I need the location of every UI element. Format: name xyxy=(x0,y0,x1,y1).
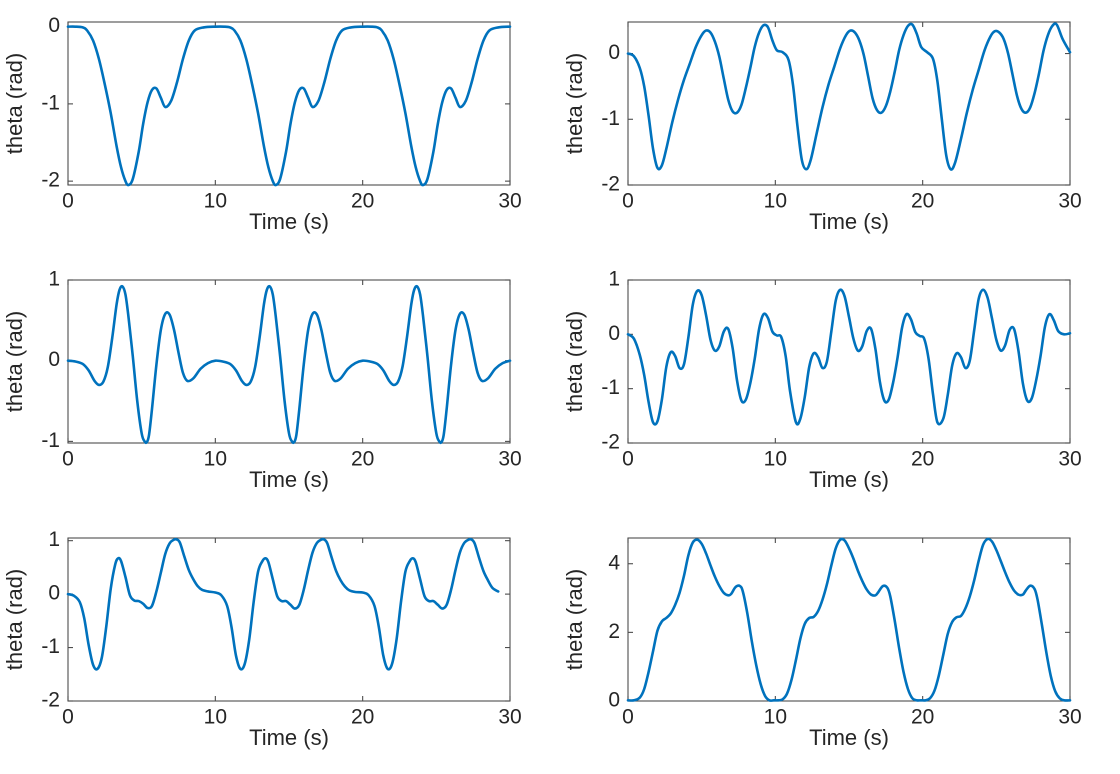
panel-2-xticklabel: 20 xyxy=(911,189,934,212)
panel-2-yticklabel: 0 xyxy=(608,41,620,64)
panel-2-ylabel: theta (rad) xyxy=(562,53,587,155)
panel-1-xlabel: Time (s) xyxy=(249,209,329,234)
panel-2-xlabel: Time (s) xyxy=(809,209,889,234)
panel-6-ylabel: theta (rad) xyxy=(562,569,587,671)
panel-middle-right: 0 10 20 30 1 0 -1 -2 Time (s) theta (rad) xyxy=(560,258,1120,516)
panel-4-series-theta xyxy=(626,288,1072,426)
panel-2-xticklabel: 30 xyxy=(1058,189,1081,212)
panel-2-plot-box xyxy=(627,21,1071,186)
panel-6-xticklabel: 0 xyxy=(622,705,634,728)
panel-2-yticklabel: -2 xyxy=(601,173,620,196)
panel-1-plot-box xyxy=(67,21,511,186)
panel-6-xticklabel: 10 xyxy=(764,705,787,728)
panel-5-yticklabel: -1 xyxy=(41,635,60,658)
panel-1-yticklabel: -1 xyxy=(41,91,60,114)
panel-1-xticklabel: 30 xyxy=(498,189,521,212)
panel-5-xticklabel: 10 xyxy=(204,705,227,728)
panel-6-yticklabel: 4 xyxy=(608,551,620,574)
panel-4-yticklabel: 1 xyxy=(608,268,620,291)
panel-3-ylabel: theta (rad) xyxy=(2,311,27,413)
panel-3-xticklabel: 20 xyxy=(351,447,374,470)
panel-3-series-theta xyxy=(66,284,512,445)
panel-6-xticklabel: 20 xyxy=(911,705,934,728)
panel-bottom-left: 0 10 20 30 1 0 -1 -2 Time (s) theta (rad) xyxy=(0,516,560,774)
panel-4-yticklabel: -1 xyxy=(601,376,620,399)
panel-5-yticklabel: -2 xyxy=(41,689,60,712)
panel-1-xticklabel: 20 xyxy=(351,189,374,212)
panel-6-xlabel: Time (s) xyxy=(809,725,889,750)
panel-3-xticklabel: 30 xyxy=(498,447,521,470)
panel-3-xticklabel: 0 xyxy=(62,447,74,470)
panel-bottom-right: 0 10 20 30 4 2 0 Time (s) theta (rad) xyxy=(560,516,1120,774)
panel-5-xticklabel: 20 xyxy=(351,705,374,728)
panel-4-plot-box xyxy=(627,279,1071,444)
panel-2-svg: 0 10 20 30 0 -1 -2 Time (s) theta (rad) xyxy=(562,21,1082,234)
panel-4-xticklabel: 10 xyxy=(764,447,787,470)
panel-5-series-theta xyxy=(66,537,500,671)
panel-3-xticklabel: 10 xyxy=(204,447,227,470)
panel-5-yticklabel: 1 xyxy=(48,528,60,551)
panel-5-yticklabel: 0 xyxy=(48,582,60,605)
panel-1-series-theta xyxy=(66,25,512,187)
panel-2-xticklabel: 0 xyxy=(622,189,634,212)
panel-2-series-theta xyxy=(626,22,1072,171)
panel-5-xticklabel: 0 xyxy=(62,705,74,728)
panel-3-yticklabel: 0 xyxy=(48,348,60,371)
panel-5-xticklabel: 30 xyxy=(498,705,521,728)
panel-4-xlabel: Time (s) xyxy=(809,467,889,492)
panel-1-yticklabel: 0 xyxy=(48,14,60,37)
panel-5-ylabel: theta (rad) xyxy=(2,569,27,671)
panel-5-plot-box xyxy=(67,537,511,702)
panel-6-plot-box xyxy=(627,537,1071,702)
panel-6-xticklabel: 30 xyxy=(1058,705,1081,728)
panel-4-xticklabel: 20 xyxy=(911,447,934,470)
panel-2-yticklabel: -1 xyxy=(601,107,620,130)
panel-top-right: 0 10 20 30 0 -1 -2 Time (s) theta (rad) xyxy=(560,0,1120,258)
panel-3-xlabel: Time (s) xyxy=(249,467,329,492)
panel-2-xticklabel: 10 xyxy=(764,189,787,212)
panel-top-left: 0 10 20 30 0 -1 -2 Time (s) theta (rad) xyxy=(0,0,560,258)
panel-4-yticklabel: -2 xyxy=(601,431,620,454)
panel-4-xticklabel: 30 xyxy=(1058,447,1081,470)
panel-6-yticklabel: 2 xyxy=(608,620,620,643)
panel-4-ylabel: theta (rad) xyxy=(562,311,587,413)
panel-1-xticklabel: 10 xyxy=(204,189,227,212)
panel-4-yticklabel: 0 xyxy=(608,322,620,345)
panel-1-svg: 0 10 20 30 0 -1 -2 Time (s) theta (rad) xyxy=(2,14,522,234)
panel-4-xticklabel: 0 xyxy=(622,447,634,470)
panel-1-ylabel: theta (rad) xyxy=(2,53,27,155)
panel-1-xticklabel: 0 xyxy=(62,189,74,212)
panel-6-yticklabel: 0 xyxy=(608,689,620,712)
panel-middle-left: 0 10 20 30 1 0 -1 Time (s) theta (rad) xyxy=(0,258,560,516)
panel-6-series-theta xyxy=(626,537,1072,702)
panel-1-yticklabel: -2 xyxy=(41,169,60,192)
panel-3-yticklabel: 1 xyxy=(48,268,60,291)
panel-5-xlabel: Time (s) xyxy=(249,725,329,750)
panel-3-yticklabel: -1 xyxy=(41,429,60,452)
